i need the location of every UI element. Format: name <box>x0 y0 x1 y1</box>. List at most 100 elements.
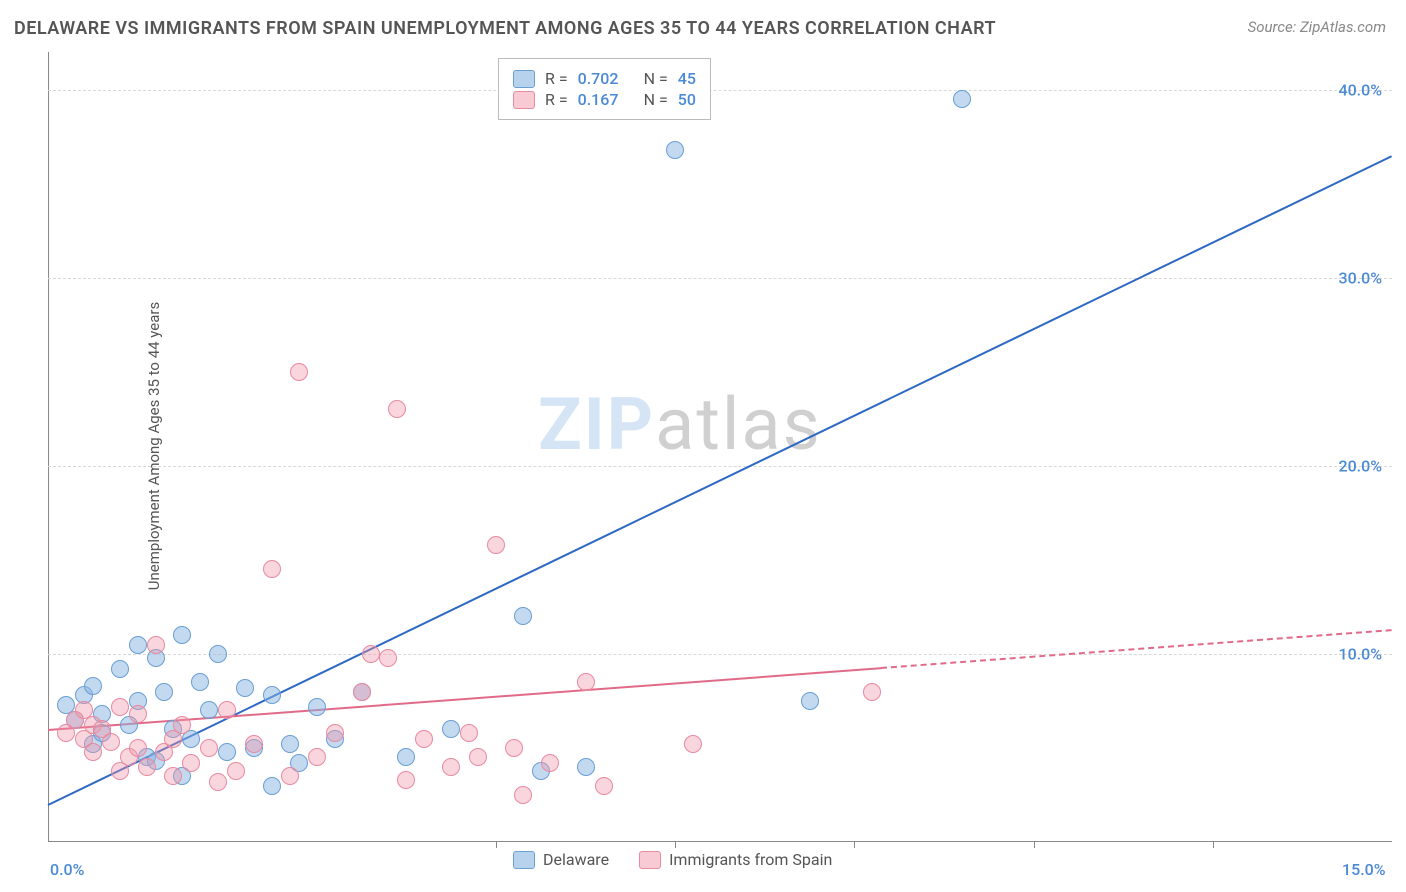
data-point <box>388 400 406 418</box>
gridline <box>48 90 1392 91</box>
data-point <box>308 698 326 716</box>
x-tick <box>1034 842 1035 848</box>
data-point <box>487 536 505 554</box>
data-point <box>684 735 702 753</box>
chart-title: DELAWARE VS IMMIGRANTS FROM SPAIN UNEMPL… <box>14 18 996 39</box>
watermark-atlas: atlas <box>655 382 822 467</box>
chart-area: ZIPatlas 10.0%20.0%30.0%40.0%0.0%15.0%R … <box>48 52 1392 842</box>
x-tick <box>854 842 855 848</box>
data-point <box>245 735 263 753</box>
r-value: 0.702 <box>578 69 634 88</box>
data-point <box>514 607 532 625</box>
data-point <box>164 767 182 785</box>
data-point <box>155 683 173 701</box>
data-point <box>469 748 487 766</box>
legend-swatch <box>513 70 535 88</box>
legend-label: Immigrants from Spain <box>669 850 832 869</box>
data-point <box>514 786 532 804</box>
data-point <box>415 730 433 748</box>
data-point <box>129 705 147 723</box>
watermark-zip: ZIP <box>538 382 655 467</box>
data-point <box>182 754 200 772</box>
data-point <box>84 677 102 695</box>
data-point <box>173 716 191 734</box>
legend-swatch <box>513 91 535 109</box>
y-tick-label: 40.0% <box>1338 80 1382 99</box>
trend-line <box>881 629 1392 669</box>
data-point <box>460 724 478 742</box>
data-point <box>290 363 308 381</box>
watermark: ZIPatlas <box>538 382 822 467</box>
data-point <box>397 771 415 789</box>
data-point <box>442 720 460 738</box>
data-point <box>111 660 129 678</box>
legend-label: Delaware <box>543 850 609 869</box>
data-point <box>209 645 227 663</box>
data-point <box>84 743 102 761</box>
x-tick <box>496 842 497 848</box>
trend-line <box>48 156 1393 807</box>
gridline <box>48 466 1392 467</box>
legend-item: Delaware <box>513 850 609 869</box>
data-point <box>138 758 156 776</box>
data-point <box>541 754 559 772</box>
data-point <box>505 739 523 757</box>
source-attribution: Source: ZipAtlas.com <box>1248 18 1386 36</box>
data-point <box>102 733 120 751</box>
data-point <box>200 739 218 757</box>
r-label: R = <box>545 90 568 109</box>
data-point <box>595 777 613 795</box>
data-point <box>200 701 218 719</box>
data-point <box>147 636 165 654</box>
data-point <box>379 649 397 667</box>
data-point <box>577 673 595 691</box>
data-point <box>263 560 281 578</box>
series-legend: Delaware Immigrants from Spain <box>513 850 832 869</box>
plot-surface: ZIPatlas 10.0%20.0%30.0%40.0%0.0%15.0%R … <box>48 52 1392 842</box>
legend-swatch <box>639 851 661 869</box>
data-point <box>263 686 281 704</box>
data-point <box>362 645 380 663</box>
data-point <box>227 762 245 780</box>
x-tick-label: 0.0% <box>50 860 84 879</box>
x-tick <box>675 842 676 848</box>
data-point <box>442 758 460 776</box>
data-point <box>863 683 881 701</box>
legend-row: R =0.702N =45 <box>513 69 696 88</box>
data-point <box>666 141 684 159</box>
n-label: N = <box>644 69 668 88</box>
y-tick-label: 20.0% <box>1338 456 1382 475</box>
legend-row: R = 0.167 N = 50 <box>513 90 696 109</box>
r-value: 0.167 <box>578 90 634 109</box>
legend-swatch <box>513 851 535 869</box>
data-point <box>236 679 254 697</box>
n-value: 50 <box>678 90 696 109</box>
legend-item: Immigrants from Spain <box>639 850 832 869</box>
data-point <box>191 673 209 691</box>
r-label: R = <box>545 69 568 88</box>
x-tick-label: 15.0% <box>1342 860 1386 879</box>
data-point <box>209 773 227 791</box>
data-point <box>111 698 129 716</box>
data-point <box>129 636 147 654</box>
gridline <box>48 654 1392 655</box>
data-point <box>353 683 371 701</box>
data-point <box>281 767 299 785</box>
x-axis <box>48 841 1392 842</box>
data-point <box>129 739 147 757</box>
data-point <box>218 743 236 761</box>
n-label: N = <box>644 90 668 109</box>
data-point <box>308 748 326 766</box>
data-point <box>801 692 819 710</box>
data-point <box>577 758 595 776</box>
data-point <box>281 735 299 753</box>
data-point <box>173 626 191 644</box>
y-tick-label: 30.0% <box>1338 268 1382 287</box>
y-tick-label: 10.0% <box>1338 644 1382 663</box>
y-axis <box>48 52 49 842</box>
gridline <box>48 278 1392 279</box>
data-point <box>397 748 415 766</box>
data-point <box>263 777 281 795</box>
data-point <box>218 701 236 719</box>
x-tick <box>1213 842 1214 848</box>
